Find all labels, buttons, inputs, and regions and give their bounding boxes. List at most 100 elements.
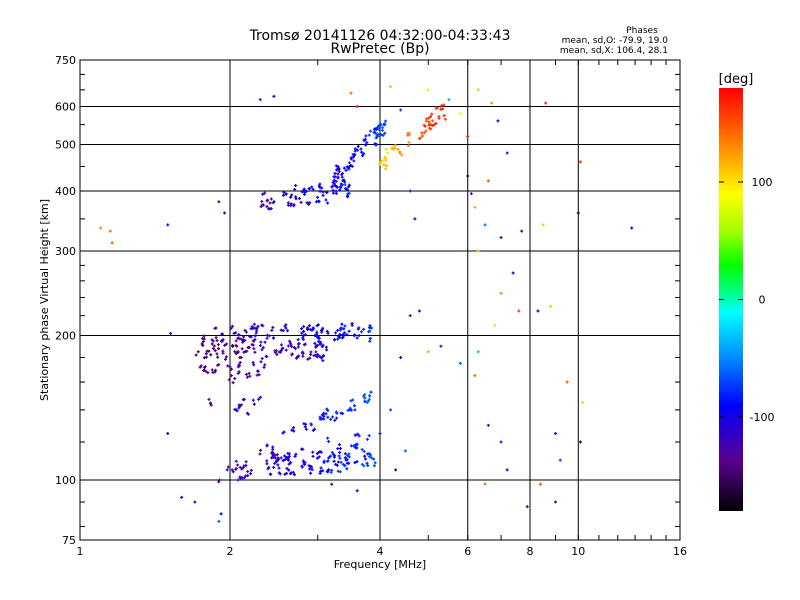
data-point xyxy=(304,427,308,431)
data-point xyxy=(311,450,315,454)
legend-line-x: mean, sd,X: 106.4, 28.1 xyxy=(560,46,668,56)
data-point xyxy=(343,183,347,187)
data-point xyxy=(249,335,253,339)
data-point xyxy=(340,171,344,175)
data-point xyxy=(553,500,557,504)
data-point xyxy=(341,412,345,416)
data-point xyxy=(318,415,322,419)
data-point xyxy=(255,373,259,377)
data-point xyxy=(426,88,430,92)
data-point xyxy=(336,460,340,464)
data-point xyxy=(296,338,300,342)
colorbar-ticks: 100 0 -100 xyxy=(719,176,774,424)
data-point xyxy=(313,341,317,345)
data-point xyxy=(268,201,272,205)
data-point xyxy=(231,381,235,385)
data-point xyxy=(362,394,366,398)
data-point xyxy=(311,454,315,458)
data-point xyxy=(202,334,206,338)
data-point xyxy=(169,331,173,335)
data-point xyxy=(284,455,288,459)
data-point xyxy=(209,403,213,407)
data-point xyxy=(254,331,258,335)
data-point xyxy=(342,327,346,331)
data-point xyxy=(352,159,356,163)
data-point xyxy=(275,458,279,462)
data-point xyxy=(267,207,271,211)
data-point xyxy=(221,332,225,336)
data-point xyxy=(269,207,273,211)
data-point xyxy=(290,428,294,432)
data-point xyxy=(493,323,497,327)
data-point xyxy=(217,200,221,204)
data-point xyxy=(274,349,278,353)
data-point xyxy=(325,407,329,411)
colorbar-tick-label: 100 xyxy=(752,176,773,189)
data-point xyxy=(251,327,255,331)
data-point xyxy=(281,431,285,435)
data-point xyxy=(285,471,289,475)
data-point xyxy=(293,187,297,191)
data-point xyxy=(270,451,274,455)
data-point xyxy=(408,189,412,193)
data-point xyxy=(240,347,244,351)
data-point xyxy=(334,331,338,335)
data-point xyxy=(204,369,208,373)
data-point xyxy=(99,226,103,230)
data-point xyxy=(307,464,311,468)
data-point xyxy=(374,142,378,146)
data-point xyxy=(407,140,411,144)
x-tick-label: 16 xyxy=(673,545,687,558)
data-point xyxy=(218,478,222,482)
data-point xyxy=(355,460,359,464)
data-point xyxy=(332,459,336,463)
data-point xyxy=(321,193,325,197)
data-point xyxy=(476,249,480,253)
data-point xyxy=(375,134,379,138)
data-point xyxy=(236,371,240,375)
data-point xyxy=(308,356,312,360)
data-point xyxy=(442,114,446,118)
data-point xyxy=(302,325,306,329)
data-point xyxy=(336,447,340,451)
data-point xyxy=(520,229,524,233)
data-point xyxy=(354,446,358,450)
data-point xyxy=(363,139,367,143)
data-point xyxy=(247,371,251,375)
data-point xyxy=(337,443,341,447)
data-point xyxy=(237,363,241,367)
data-point xyxy=(379,160,383,164)
data-point xyxy=(290,352,294,356)
data-point xyxy=(265,355,269,359)
data-point xyxy=(427,120,431,124)
data-point xyxy=(166,432,170,436)
data-point xyxy=(226,364,230,368)
data-point xyxy=(260,348,264,352)
data-point xyxy=(236,478,240,482)
data-point xyxy=(216,347,220,351)
data-point xyxy=(364,134,368,138)
data-point xyxy=(269,472,273,476)
data-point xyxy=(505,151,509,155)
data-point xyxy=(237,370,241,374)
data-point xyxy=(321,469,325,473)
data-point xyxy=(447,98,451,102)
data-point xyxy=(339,182,343,186)
data-point xyxy=(339,460,343,464)
data-point xyxy=(406,131,410,135)
data-point xyxy=(432,123,436,127)
data-point xyxy=(294,184,298,188)
data-point xyxy=(347,183,351,187)
data-point xyxy=(332,175,336,179)
data-point xyxy=(326,201,330,205)
data-point xyxy=(236,350,240,354)
data-point xyxy=(311,428,315,432)
data-point xyxy=(333,184,337,188)
data-point xyxy=(386,151,390,155)
data-point xyxy=(238,475,242,479)
data-point xyxy=(345,461,349,465)
data-point xyxy=(229,367,233,371)
data-point xyxy=(368,324,372,328)
data-point xyxy=(344,168,348,172)
